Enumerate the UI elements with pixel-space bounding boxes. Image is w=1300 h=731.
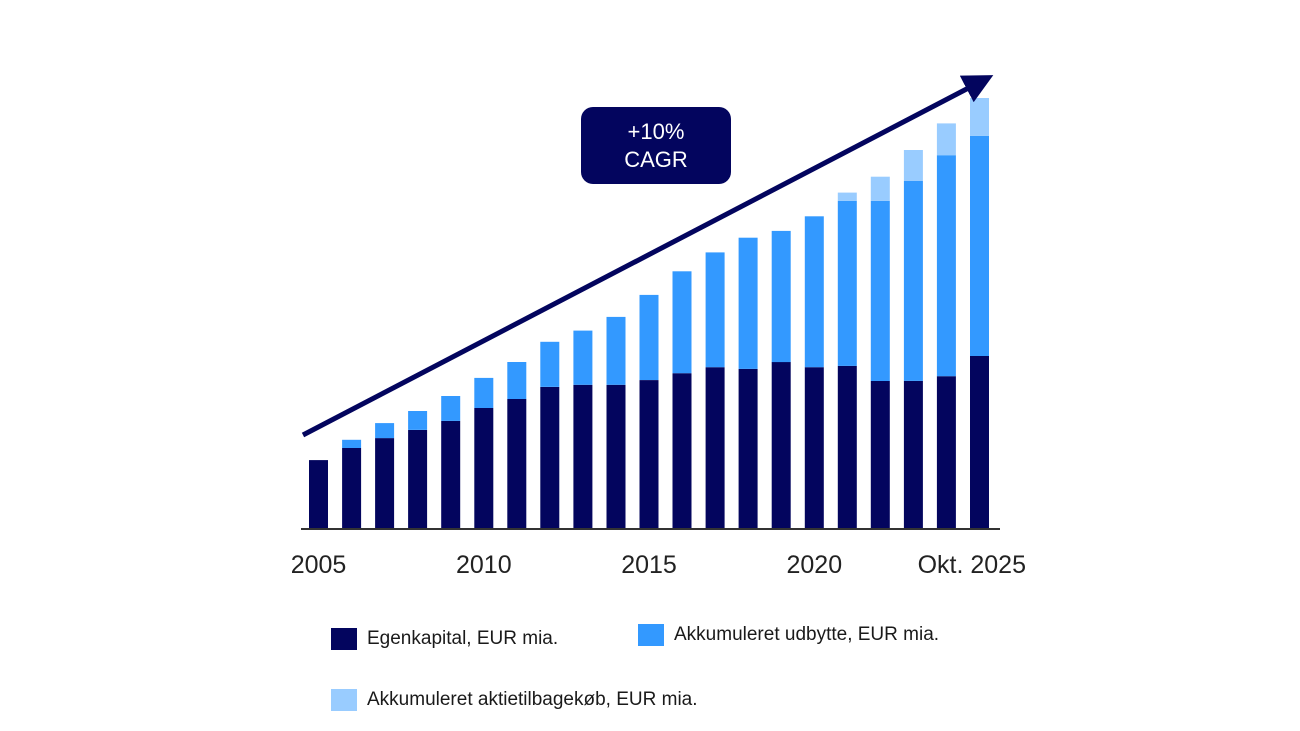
legend-label-dividends: Akkumuleret udbytte, EUR mia. (674, 624, 940, 645)
bar-equity-2016 (672, 373, 692, 528)
legend-swatch-buybacks (331, 689, 357, 711)
bar-dividends-2019 (771, 230, 791, 363)
bar-equity-2015 (639, 380, 659, 528)
bar-dividends-2017 (705, 252, 725, 368)
x-tick-label: 2005 (291, 551, 347, 579)
bar-buybacks-2023 (903, 150, 923, 181)
bar-dividends-2013 (573, 330, 593, 385)
legend-label-equity: Egenkapital, EUR mia. (367, 628, 559, 649)
bar-dividends-2007 (375, 423, 395, 439)
bar-dividends-2016 (672, 271, 692, 374)
bar-equity-2011 (507, 399, 527, 528)
bar-equity-2005 (309, 460, 328, 528)
bar-dividends-2021 (837, 200, 857, 366)
bar-buybacks-2021 (837, 192, 857, 201)
bar-equity-2009 (441, 420, 461, 528)
bar-dividends-2020 (804, 216, 824, 368)
bar-dividends-2009 (441, 396, 461, 421)
bar-equity-2012 (540, 387, 560, 528)
bar-dividends-2015 (639, 294, 659, 380)
x-tick-label: Okt. 2025 (918, 551, 1026, 579)
bar-equity-2018 (738, 368, 758, 528)
bar-dividends-2010 (474, 377, 494, 408)
bar-equity-2022 (870, 380, 890, 528)
bar-dividends-2006 (342, 439, 362, 448)
cagr-value: +10% (627, 118, 685, 144)
legend-item-buybacks: Akkumuleret aktietilbagekøb, EUR mia. (331, 689, 698, 711)
bar-equity-2023 (903, 380, 923, 528)
legend-label-buybacks: Akkumuleret aktietilbagekøb, EUR mia. (367, 689, 698, 710)
bar-equity-2007 (375, 438, 395, 528)
bar-equity-2013 (573, 384, 593, 528)
bar-group (309, 98, 989, 528)
x-tick-label: 2015 (621, 551, 677, 579)
legend-item-dividends: Akkumuleret udbytte, EUR mia. (638, 624, 939, 646)
legend-item-equity: Egenkapital, EUR mia. (331, 628, 558, 650)
bar-dividends-2023 (903, 181, 923, 381)
bar-equity-2019 (771, 362, 791, 528)
bar-dividends-2012 (540, 341, 560, 387)
bar-equity-2021 (837, 365, 857, 528)
bar-equity-2006 (342, 448, 362, 528)
bar-dividends-2022 (870, 200, 890, 381)
legend-swatch-dividends (638, 624, 664, 646)
x-tick-label: 2020 (786, 551, 842, 579)
x-tick-labels: 2005 2010 2015 2020 Okt. 2025 (291, 551, 1026, 579)
bar-equity-2008 (408, 430, 428, 528)
bar-equity-2014 (606, 384, 626, 528)
bar-dividends-2011 (507, 362, 527, 399)
bar-dividends-2014 (606, 316, 626, 385)
bar-equity-okt-2025 (970, 356, 989, 528)
x-tick-label: 2010 (456, 551, 512, 579)
cagr-badge: +10% CAGR (581, 107, 731, 184)
bar-buybacks-2024 (936, 123, 956, 156)
bar-dividends-2024 (936, 155, 956, 377)
bar-equity-2024 (936, 376, 956, 528)
bar-buybacks-okt-2025 (970, 98, 989, 136)
bar-dividends-2008 (408, 411, 428, 430)
trend-arrow (301, 75, 994, 438)
bar-equity-2010 (474, 408, 494, 528)
cagr-label: CAGR (624, 146, 688, 172)
bar-buybacks-2022 (870, 176, 890, 201)
bar-dividends-okt-2025 (970, 135, 989, 356)
legend-swatch-equity (331, 628, 357, 650)
bar-dividends-2018 (738, 237, 758, 369)
bar-equity-2017 (705, 367, 725, 528)
bar-equity-2020 (804, 367, 824, 528)
